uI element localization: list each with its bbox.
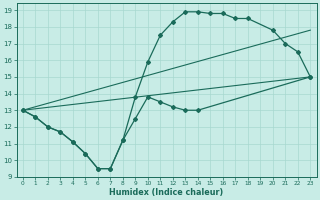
X-axis label: Humidex (Indice chaleur): Humidex (Indice chaleur)	[109, 188, 224, 197]
